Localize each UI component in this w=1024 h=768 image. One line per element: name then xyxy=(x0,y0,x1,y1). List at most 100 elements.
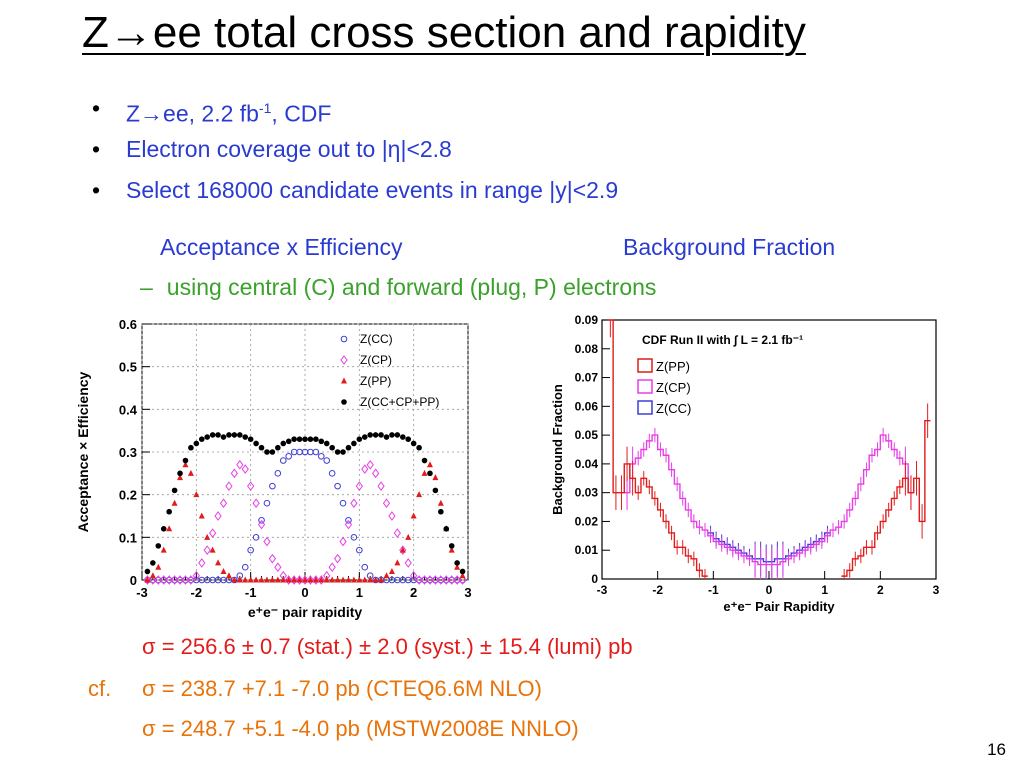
bullet-marker: • xyxy=(92,177,101,203)
data-point xyxy=(149,575,157,585)
data-point xyxy=(177,470,183,477)
cf-label: cf. xyxy=(88,676,112,701)
bullet-marker: • xyxy=(92,95,101,121)
data-point xyxy=(437,575,445,585)
data-point xyxy=(166,525,173,532)
data-point xyxy=(307,436,314,442)
data-point xyxy=(258,516,265,524)
data-point xyxy=(317,575,325,585)
y-tick-label: 0.01 xyxy=(575,543,599,557)
legend-label: Z(CC) xyxy=(656,401,691,416)
data-point xyxy=(437,499,444,506)
data-point xyxy=(394,432,401,438)
background-fraction-plot: -3 -2 -1 0 1 2 3 0 0.01 0.02 0.03 0.04 0.05 0.06 0.07 0… xyxy=(550,313,940,614)
data-point xyxy=(459,572,466,579)
bullet-marker: • xyxy=(92,136,101,162)
data-point xyxy=(237,432,243,438)
data-point xyxy=(268,553,277,564)
x-tick-label: -3 xyxy=(597,583,608,597)
y-tick-label: 0.2 xyxy=(119,488,137,503)
data-point xyxy=(388,567,395,574)
data-point xyxy=(350,498,358,509)
data-point xyxy=(356,546,363,554)
data-point xyxy=(247,436,254,442)
data-point xyxy=(334,576,341,583)
data-point xyxy=(226,432,232,438)
data-point xyxy=(215,559,222,566)
data-point xyxy=(301,575,309,585)
data-point xyxy=(454,563,461,570)
data-point xyxy=(209,432,216,438)
data-point xyxy=(296,436,303,442)
data-point xyxy=(302,436,308,442)
bullet-list: • Z→ee, 2.2 fb-1, CDF • Electron coverage … xyxy=(92,92,618,215)
data-point xyxy=(269,576,276,583)
cross-section-result: σ = 256.6 ± 0.7 (stat.) ± 2.0 (syst.) ± … xyxy=(142,634,633,659)
data-point xyxy=(388,511,396,521)
data-point xyxy=(263,499,271,507)
legend-label: Z(PP) xyxy=(360,374,391,388)
y-tick-label: 0.08 xyxy=(575,342,599,356)
data-point xyxy=(410,570,418,581)
acceptance-efficiency-plot: -3 -2 -1 0 1 2 3 0 0.1 0.2 0.3 0.4 0.5 0.6 e⁺e⁻ pair r… xyxy=(75,317,472,620)
legend-marker xyxy=(340,355,348,365)
data-point xyxy=(453,575,461,585)
data-point xyxy=(312,448,320,456)
legend-swatch xyxy=(637,358,653,373)
data-point xyxy=(442,575,450,585)
data-point xyxy=(372,432,379,438)
data-point xyxy=(160,526,167,532)
x-tick-label: 1 xyxy=(356,585,363,600)
data-point xyxy=(170,575,179,585)
data-point xyxy=(383,572,390,579)
data-point xyxy=(432,474,439,481)
data-point xyxy=(275,444,281,451)
data-point xyxy=(334,449,341,455)
data-point xyxy=(285,576,292,583)
data-point xyxy=(302,576,308,583)
data-point xyxy=(198,512,205,519)
data-point xyxy=(280,576,287,583)
bullet-item: • Electron coverage out to |η|<2.8 xyxy=(92,133,618,174)
legend-swatch xyxy=(637,379,653,394)
data-point xyxy=(318,452,325,460)
data-point xyxy=(204,434,210,440)
data-point xyxy=(399,546,406,553)
data-point xyxy=(279,457,287,464)
data-point xyxy=(177,474,184,481)
data-point xyxy=(458,575,467,585)
data-point xyxy=(427,470,433,477)
y-tick-label: 0.02 xyxy=(575,514,599,528)
y-tick-label: 0.04 xyxy=(575,457,599,471)
data-point xyxy=(448,546,455,553)
data-point xyxy=(144,568,151,575)
data-point xyxy=(149,572,156,579)
x-tick-label: 0 xyxy=(301,585,308,600)
plot-frame xyxy=(141,323,469,581)
data-point xyxy=(231,576,238,583)
data-point xyxy=(155,543,162,549)
data-point xyxy=(329,444,335,451)
legend-label: Z(PP) xyxy=(656,359,690,374)
data-point xyxy=(285,438,292,445)
data-point xyxy=(339,536,347,547)
legend-label: Z(CP) xyxy=(656,380,691,395)
data-point xyxy=(372,468,380,479)
data-point xyxy=(328,562,336,573)
data-point xyxy=(459,568,466,575)
data-point xyxy=(188,444,194,451)
data-point xyxy=(236,576,243,583)
data-point xyxy=(415,575,423,585)
data-point xyxy=(405,533,412,540)
sub-bullet: – using central (C) and forward (plug, P)… xyxy=(140,274,656,301)
data-point xyxy=(252,534,260,541)
data-point xyxy=(394,559,401,566)
data-point xyxy=(192,570,200,581)
data-point xyxy=(171,499,178,506)
y-tick-label: 0.6 xyxy=(119,317,137,332)
data-point xyxy=(296,576,303,583)
data-point xyxy=(225,481,233,491)
data-point xyxy=(166,508,172,515)
bullet-text: Z→ee, 2.2 fb xyxy=(126,100,259,127)
data-point xyxy=(333,553,342,564)
